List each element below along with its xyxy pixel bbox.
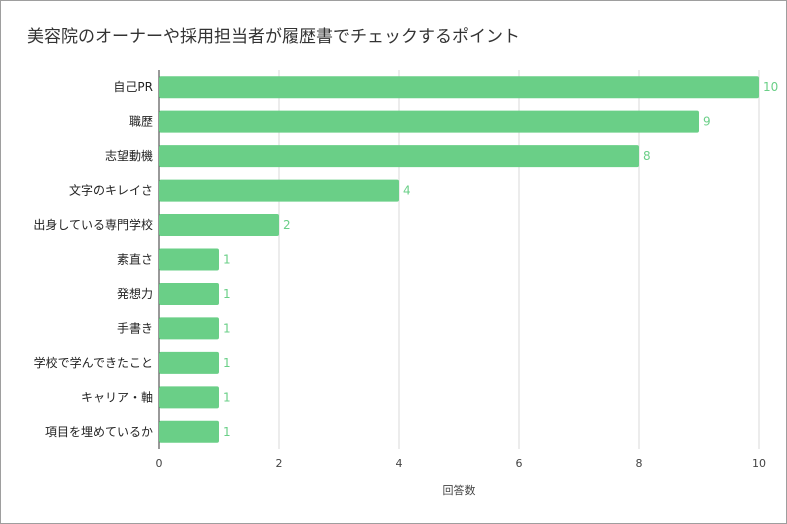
- category-label: 項目を埋めているか: [45, 425, 153, 439]
- x-tick-label: 6: [516, 457, 523, 470]
- data-label: 1: [223, 390, 231, 404]
- category-label: 文字のキレイさ: [69, 183, 153, 198]
- category-label: 自己PR: [113, 80, 153, 94]
- x-tick-label: 2: [276, 457, 283, 470]
- bar: [159, 386, 219, 409]
- category-label: 学校で学んできたこと: [34, 355, 153, 370]
- data-label: 1: [223, 356, 231, 370]
- x-tick-label: 8: [636, 457, 643, 470]
- data-label: 4: [403, 184, 411, 198]
- category-label: キャリア・軸: [81, 390, 153, 404]
- data-label: 1: [223, 425, 231, 439]
- bars: [159, 76, 759, 443]
- data-label: 9: [703, 115, 711, 129]
- bar: [159, 145, 639, 168]
- bar: [159, 110, 699, 133]
- data-label: 1: [223, 253, 231, 267]
- category-label: 職歴: [129, 115, 153, 129]
- category-label: 発想力: [117, 286, 153, 301]
- data-label: 10: [763, 80, 778, 94]
- bar: [159, 317, 219, 340]
- bar: [159, 420, 219, 443]
- bar: [159, 179, 399, 202]
- bar: [159, 214, 279, 237]
- category-label: 手書き: [117, 321, 153, 335]
- x-axis-title: 回答数: [443, 483, 476, 497]
- labels: 0 2 4 6 8 10 自己PR 10 職歴 9 志望動機 8 文字のキレイさ 4 出身している専門学校 2…: [33, 80, 778, 470]
- data-label: 8: [643, 149, 651, 163]
- bar: [159, 248, 219, 271]
- bar: [159, 76, 759, 99]
- category-label: 素直さ: [117, 253, 153, 267]
- x-tick-label: 10: [752, 457, 766, 470]
- x-tick-label: 4: [396, 457, 403, 470]
- bar: [159, 282, 219, 305]
- category-label: 志望動機: [105, 148, 153, 163]
- chart-title: 美容院のオーナーや採用担当者が履歴書でチェックするポイント: [27, 27, 520, 47]
- category-label: 出身している専門学校: [33, 217, 153, 232]
- data-label: 2: [283, 218, 291, 232]
- bar: [159, 351, 219, 374]
- x-tick-label: 0: [156, 457, 163, 470]
- data-label: 1: [223, 287, 231, 301]
- data-label: 1: [223, 321, 231, 335]
